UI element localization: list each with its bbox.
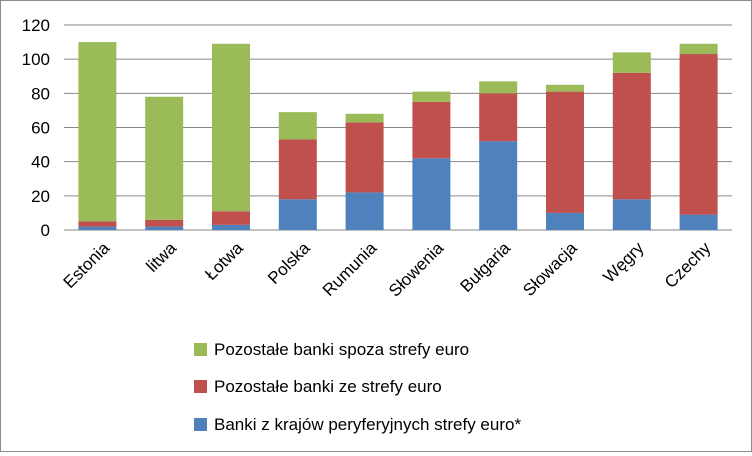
legend: Pozostałe banki spoza strefy euro Pozosta…: [194, 340, 521, 434]
bar-segment: [612, 199, 651, 230]
bar-segment: [412, 91, 451, 102]
bar-segment: [479, 81, 518, 94]
x-tick-label: Słowacja: [519, 238, 581, 300]
bar-segment: [546, 84, 584, 92]
bar-segment: [78, 221, 117, 227]
bar-segment: [145, 219, 184, 227]
y-tick-label: 80: [31, 84, 50, 103]
y-axis: 0 20 40 60 80 100 120: [22, 16, 50, 240]
bar-segment: [145, 96, 184, 220]
bar-segment: [278, 139, 317, 200]
bar-segment: [612, 72, 651, 200]
bar-segment: [212, 224, 250, 230]
y-tick-label: 0: [41, 221, 50, 240]
legend-label: Banki z krajów peryferyjnych strefy euro…: [214, 415, 521, 434]
bar-segment: [612, 52, 651, 73]
bar-segment: [278, 112, 317, 140]
bar-segment: [345, 122, 384, 193]
y-tick-label: 120: [22, 16, 50, 35]
bar-segment: [78, 42, 117, 222]
bar-segment: [78, 226, 117, 230]
bar-segment: [212, 43, 250, 212]
x-tick-label: Węgry: [599, 238, 648, 287]
x-tick-label: litwa: [143, 238, 181, 276]
bar-segment: [145, 226, 184, 230]
bar-segment: [212, 211, 250, 225]
bar-segment: [278, 199, 317, 230]
bar-segment: [679, 54, 718, 215]
bar-segment: [479, 141, 518, 230]
x-tick-label: Rumunia: [319, 238, 381, 300]
legend-swatch: [194, 380, 207, 393]
legend-label: Pozostałe banki spoza strefy euro: [214, 340, 469, 359]
y-tick-label: 40: [31, 153, 50, 172]
legend-label: Pozostałe banki ze strefy euro: [214, 377, 442, 396]
bar-segment: [412, 101, 451, 159]
x-tick-label: Łotwa: [201, 238, 247, 284]
x-tick-label: Czechy: [661, 238, 715, 292]
x-tick-label: Polska: [264, 238, 314, 288]
x-tick-label: Bułgaria: [456, 238, 514, 296]
bar-segment: [679, 214, 718, 230]
y-tick-label: 20: [31, 187, 50, 206]
bar-segment: [546, 212, 584, 230]
legend-swatch: [194, 343, 207, 356]
bar-segment: [345, 113, 384, 123]
x-axis: Estonia litwa Łotwa Polska Rumunia Słowenia Bu…: [60, 238, 715, 301]
bar-segment: [479, 93, 518, 142]
bar-segment: [345, 192, 384, 230]
y-tick-label: 100: [22, 50, 50, 69]
bar-segment: [412, 158, 451, 230]
y-tick-label: 60: [31, 119, 50, 138]
bar-segment: [546, 91, 584, 213]
bars: [78, 42, 718, 230]
legend-swatch: [194, 418, 207, 431]
x-tick-label: Słowenia: [385, 238, 448, 301]
bar-segment: [679, 43, 718, 55]
x-tick-label: Estonia: [60, 238, 114, 292]
